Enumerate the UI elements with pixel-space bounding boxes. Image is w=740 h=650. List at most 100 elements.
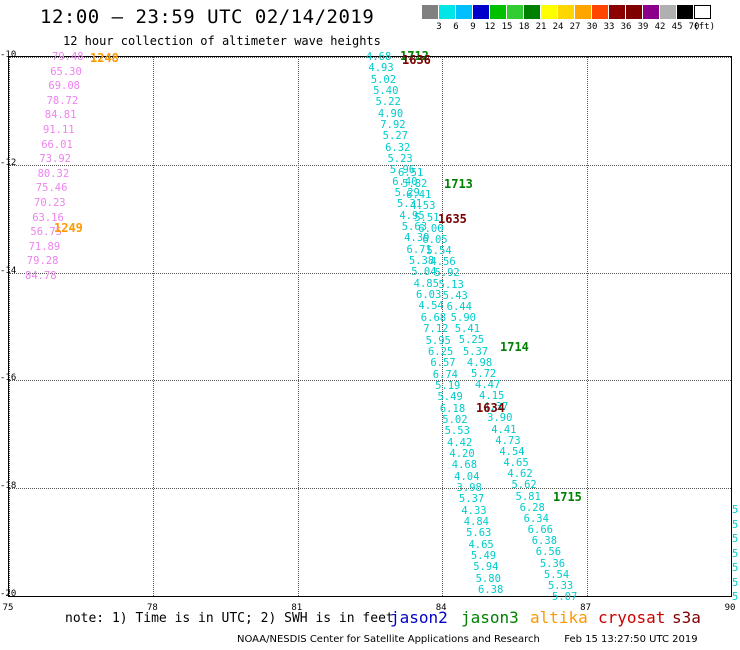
wave-height-value: 5.36 xyxy=(539,557,566,570)
wave-height-value: 5.92 xyxy=(434,267,460,280)
wave-height-value: 5.02 xyxy=(442,413,468,426)
wave-height-value: 5.04 xyxy=(411,266,437,279)
wave-height-value: 3.98 xyxy=(456,481,482,494)
wave-height-value: 4.20 xyxy=(449,447,475,460)
wave-height-value: 5.23 xyxy=(387,153,413,166)
map-subtitle: 12 hour collection of altimeter wave hei… xyxy=(63,34,381,48)
scale-swatch xyxy=(439,5,456,19)
scale-swatch xyxy=(626,5,643,19)
wave-height-value: 4.95 xyxy=(399,209,425,222)
grid-line-lat xyxy=(9,272,731,274)
map-title: 12:00 — 23:59 UTC 02/14/2019 xyxy=(40,6,375,28)
wave-height-value: 5.6 xyxy=(732,576,740,589)
wave-height-value: 5.96 xyxy=(389,164,416,177)
wave-height-value: 4.90 xyxy=(377,107,404,120)
wave-height-value: 73.92 xyxy=(39,153,71,166)
x-tick-label: 75 xyxy=(2,603,14,613)
pass-label: 1248 xyxy=(90,51,119,65)
wave-height-value: 5.90 xyxy=(450,312,476,325)
y-tick-label: -10 xyxy=(0,50,17,60)
wave-height-value: 5.27 xyxy=(382,130,408,143)
scale-unit: (ft) xyxy=(693,22,716,32)
scale-label: 9 xyxy=(470,22,476,32)
wave-height-value: 79.48 xyxy=(52,51,84,63)
pass-label: 1636 xyxy=(402,53,431,67)
wave-height-value: 5.41 xyxy=(454,323,481,336)
wave-height-value: 6.03 xyxy=(416,289,442,302)
color-scale: 3 6 9 12 15 18 21 24 27 30 33 36 39 42 45 70 (ft) xyxy=(422,5,738,33)
pass-label: 1715 xyxy=(553,490,582,504)
wave-height-value: 6.51 xyxy=(398,167,424,179)
wave-height-value: 5.33 xyxy=(547,579,574,592)
wave-height-value: 56.75 xyxy=(30,226,62,239)
scale-swatch xyxy=(592,5,609,19)
legend-jason3: jason3 xyxy=(461,608,519,627)
legend-s3a: s3a xyxy=(672,608,701,627)
scale-swatch xyxy=(456,5,473,19)
credit-line: NOAA/NESDIS Center for Satellite Applica… xyxy=(237,634,698,645)
scale-swatch xyxy=(490,5,507,19)
wave-height-value: 6.34 xyxy=(523,512,549,525)
scale-swatch xyxy=(609,5,626,19)
wave-height-value: 6.28 xyxy=(519,501,545,514)
wave-height-value: 5.63 xyxy=(401,221,428,234)
wave-height-value: 6.25 xyxy=(427,345,454,358)
scale-swatch xyxy=(694,5,711,19)
wave-height-value: 6.66 xyxy=(527,524,553,537)
wave-height-value: 4.39 xyxy=(404,232,430,245)
wave-height-value: 4.65 xyxy=(468,538,494,551)
pass-label: 1714 xyxy=(500,340,529,354)
wave-height-value: 4.65 xyxy=(503,457,529,470)
scale-label: 18 xyxy=(518,22,530,32)
wave-height-value: 5.2 xyxy=(732,547,740,560)
wave-height-value: 5.49 xyxy=(437,391,463,404)
wave-height-value: 91.11 xyxy=(43,124,75,136)
wave-height-value: 4.68 xyxy=(451,459,478,472)
scale-swatch xyxy=(422,5,439,19)
grid-line-lat xyxy=(9,164,731,166)
wave-height-value: 5.5 xyxy=(732,518,740,531)
wave-height-value: 70.23 xyxy=(34,197,66,209)
wave-height-value: 75.46 xyxy=(35,182,68,195)
wave-height-value: 4.53 xyxy=(410,200,436,213)
grid-line-lat xyxy=(9,488,731,490)
wave-height-value: 4.54 xyxy=(418,300,444,313)
wave-height-value: 5.43 xyxy=(442,289,468,302)
x-tick-label: 87 xyxy=(580,603,592,613)
wave-height-value: 4.42 xyxy=(447,436,473,449)
wave-height-value: 5.38 xyxy=(408,255,435,268)
wave-height-value: 65.30 xyxy=(50,65,82,78)
wave-height-value: 6.00 xyxy=(418,222,444,235)
grid-line-lon xyxy=(442,57,444,596)
wave-height-value: 5.37 xyxy=(462,345,489,358)
wave-height-value: 6.38 xyxy=(531,535,558,548)
credit-text: NOAA/NESDIS Center for Satellite Applica… xyxy=(237,634,540,645)
wave-height-value: 4.98 xyxy=(466,356,493,369)
wave-height-value: 4.62 xyxy=(507,468,533,481)
scale-swatch xyxy=(575,5,592,19)
wave-height-value: 6.57 xyxy=(430,357,456,370)
scale-swatch xyxy=(677,5,694,19)
y-tick-label: -12 xyxy=(0,157,17,168)
wave-height-value: 79.28 xyxy=(26,255,59,268)
wave-height-value: 4.15 xyxy=(479,390,505,403)
wave-height-value: 5.29 xyxy=(394,187,420,200)
wave-height-value: 4.37 xyxy=(483,401,509,414)
wave-height-value: 4.04 xyxy=(454,470,480,483)
wave-height-value: 5.49 xyxy=(470,549,497,562)
wave-height-value: 5.13 xyxy=(438,278,464,291)
wave-height-value: 5.81 xyxy=(515,490,541,503)
wave-height-value: 84.81 xyxy=(44,109,77,122)
wave-height-value: 5.1 xyxy=(732,591,740,603)
pass-label: 1712 xyxy=(400,49,429,63)
wave-height-value: 4.93 xyxy=(368,62,394,75)
wave-height-value: 6.40 xyxy=(392,175,418,188)
wave-height-value: 5.02 xyxy=(370,73,397,86)
wave-height-value: 66.01 xyxy=(41,138,73,151)
wave-height-value: 5.51 xyxy=(414,211,440,224)
wave-height-value: 6.74 xyxy=(432,368,459,381)
x-tick-label: 81 xyxy=(291,603,303,613)
scale-label: 36 xyxy=(620,22,632,32)
wave-height-value: 6.18 xyxy=(439,402,466,415)
